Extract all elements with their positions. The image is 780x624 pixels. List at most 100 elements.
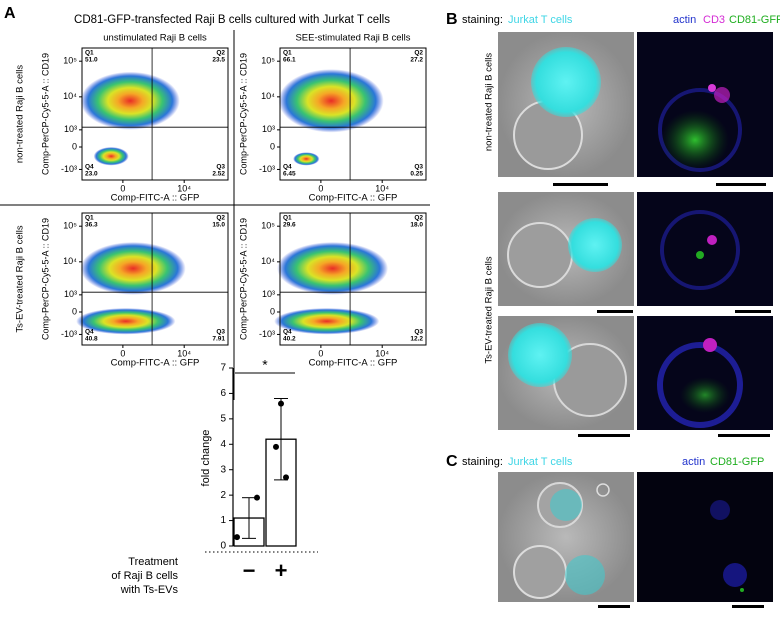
x-tick-label: 0 [318, 183, 323, 193]
quadrant-value: 2.52 [212, 171, 225, 178]
row-label: non-treated Raji B cells [15, 65, 26, 163]
density [80, 242, 186, 295]
y-tick-label: 10⁵ [63, 221, 77, 231]
significance: * [262, 357, 268, 373]
y-tick-label: 0 [270, 141, 275, 151]
y-tick-label: 10⁵ [63, 56, 77, 66]
y-tick-label: 1 [220, 515, 226, 526]
density [76, 308, 176, 335]
row-label: Ts-EV-treated Raji B cells [484, 256, 495, 363]
x-tick-label: 10⁴ [375, 183, 389, 193]
staining-label: staining: [462, 14, 503, 26]
quadrant-name: Q2 [216, 50, 225, 57]
x-axis-label: Comp-FITC-A :: GFP [111, 358, 200, 369]
stain-label: Jurkat T cells [508, 456, 573, 468]
quadrant-value: 6.45 [283, 171, 296, 178]
quadrant-name: Q1 [85, 50, 94, 57]
quadrant-value: 36.3 [85, 222, 98, 229]
y-axis-label: Comp-PerCP-Cy5-5-A :: CD19 [40, 218, 50, 340]
density [278, 69, 384, 133]
y-tick-label: -10³ [259, 164, 275, 174]
quadrant-value: 23.0 [85, 171, 98, 178]
quadrant-value: 12.2 [410, 336, 423, 343]
x-tick-label: 0 [318, 348, 323, 358]
quadrant-name: Q2 [216, 215, 225, 222]
data-point [278, 400, 284, 407]
quadrant-name: Q3 [414, 164, 423, 171]
plot-frame [81, 212, 229, 346]
y-tick-label: -10³ [61, 164, 77, 174]
quadrant-name: Q1 [283, 215, 292, 222]
stain-label: actin [673, 14, 696, 26]
stain-label: CD81-GFP [729, 14, 780, 26]
column-label: SEE-stimulated Raji B cells [295, 33, 410, 44]
row-label: Ts-EV-treated Raji B cells [15, 225, 26, 332]
bar-chart: 0 1 2 3 4 5 6 7 − + * fold change Treatment of Raji B… [111, 357, 318, 596]
y-tick-label: 10³ [262, 289, 275, 299]
micrograph [637, 192, 773, 313]
y-tick-label: 10³ [64, 124, 77, 134]
quadrant-value: 40.2 [283, 336, 296, 343]
y-axis-label: fold change [200, 430, 212, 487]
y-tick-label: 0 [270, 306, 275, 316]
quadrant-value: 15.0 [212, 222, 225, 229]
micrograph [637, 472, 773, 608]
quadrant-name: Q1 [85, 215, 94, 222]
quadrant-name: Q2 [414, 215, 423, 222]
stain-label: Jurkat T cells [508, 14, 573, 26]
y-tick-label: 4 [220, 439, 226, 450]
quadrant-value: 7.91 [212, 336, 225, 343]
micrograph [637, 32, 773, 186]
quadrant-value: 23.5 [212, 57, 225, 64]
plot-frame [279, 212, 427, 346]
quadrant-name: Q3 [216, 164, 225, 171]
y-tick-label: 10³ [64, 289, 77, 299]
y-tick-label: 10⁵ [261, 56, 275, 66]
y-tick-label: 0 [72, 306, 77, 316]
quadrant-value: 51.0 [85, 57, 98, 64]
quadrant-value: 40.8 [85, 336, 98, 343]
density [93, 147, 129, 166]
x-tick-label: 10⁴ [177, 183, 191, 193]
y-tick-label: 3 [220, 464, 226, 475]
quadrant-value: 18.0 [410, 222, 423, 229]
quadrant-value: 66.1 [283, 57, 296, 64]
y-tick-label: 0 [220, 541, 226, 552]
y-tick-label: 6 [220, 388, 226, 399]
quadrant-name: Q2 [414, 50, 423, 57]
micrograph [498, 316, 634, 437]
x-axis-label: with Ts-EVs [120, 584, 179, 596]
quadrant-name: Q4 [283, 329, 292, 336]
plot-frame [81, 47, 229, 181]
density [277, 242, 389, 295]
quadrant-value: 29.6 [283, 222, 296, 229]
quadrant-name: Q1 [283, 50, 292, 57]
x-tick-label: − [243, 558, 256, 583]
quadrant-name: Q4 [85, 164, 94, 171]
quadrant-value: 0.25 [410, 171, 423, 178]
x-tick-label: 10⁴ [375, 348, 389, 358]
stain-label: actin [682, 456, 705, 468]
x-axis-label: Comp-FITC-A :: GFP [309, 193, 398, 204]
y-tick-label: 10⁵ [261, 221, 275, 231]
y-axis-label: Comp-PerCP-Cy5-5-A :: CD19 [238, 218, 248, 340]
x-axis-label: Comp-FITC-A :: GFP [309, 358, 398, 369]
y-tick-label: 10⁴ [63, 91, 77, 101]
y-axis-label: Comp-PerCP-Cy5-5-A :: CD19 [40, 53, 50, 175]
quadrant-name: Q4 [283, 164, 292, 171]
x-tick-label: 10⁴ [177, 348, 191, 358]
panel-label: C [446, 453, 458, 470]
y-axis-label: Comp-PerCP-Cy5-5-A :: CD19 [238, 53, 248, 175]
density [293, 152, 320, 166]
data-point [254, 494, 260, 501]
y-tick-label: 7 [220, 363, 226, 374]
micrograph [498, 192, 634, 313]
panel-label: B [446, 11, 458, 28]
x-tick-label: 0 [120, 348, 125, 358]
x-axis-label: Comp-FITC-A :: GFP [111, 193, 200, 204]
row-label: non-treated Raji B cells [484, 53, 495, 151]
